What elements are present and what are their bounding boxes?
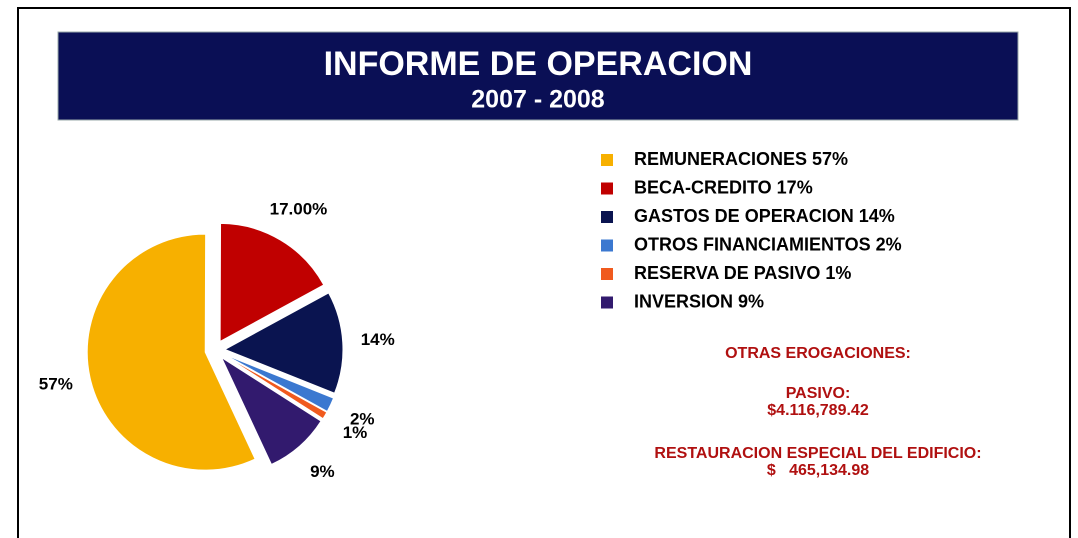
data-label: 2% bbox=[350, 409, 375, 428]
pie-slice bbox=[219, 222, 325, 343]
legend-swatch bbox=[601, 211, 613, 223]
annotation: RESTAURACION ESPECIAL DEL EDIFICIO: bbox=[654, 445, 981, 462]
legend-entry: REMUNERACIONES 57% bbox=[634, 149, 848, 169]
chart-subtitle: 2007 - 2008 bbox=[471, 86, 605, 114]
annotation: OTRAS EROGACIONES: bbox=[725, 345, 911, 362]
legend-swatch bbox=[601, 239, 613, 252]
legend-entry: GASTOS DE OPERACION 14% bbox=[634, 206, 895, 226]
legend-swatch bbox=[601, 268, 613, 280]
pie-slice bbox=[223, 292, 344, 394]
data-label: 14% bbox=[361, 330, 395, 349]
annotation: $ 465,134.98 bbox=[767, 462, 869, 479]
pie-slice bbox=[223, 354, 328, 420]
data-label: 9% bbox=[310, 462, 335, 481]
title-bar bbox=[57, 31, 1019, 121]
legend-swatch bbox=[601, 182, 613, 195]
annotation: $4.116,789.42 bbox=[767, 402, 869, 419]
annotation: PASIVO: bbox=[786, 385, 851, 402]
pie-slice bbox=[86, 233, 256, 471]
legend-swatch bbox=[601, 296, 613, 309]
legend-entry: INVERSION 9% bbox=[634, 291, 764, 311]
legend-entry: OTROS FINANCIAMIENTOS 2% bbox=[634, 234, 902, 254]
data-label: 1% bbox=[343, 423, 368, 442]
legend-entry: RESERVA DE PASIVO 1% bbox=[634, 263, 851, 283]
pie-slice bbox=[223, 353, 335, 413]
pie-slice bbox=[220, 356, 322, 466]
chart-title: INFORME DE OPERACION bbox=[324, 45, 753, 83]
data-label: 57% bbox=[39, 374, 73, 393]
legend-swatch bbox=[601, 154, 613, 166]
legend-entry: BECA-CREDITO 17% bbox=[634, 177, 813, 197]
data-label: 17.00% bbox=[270, 199, 328, 218]
